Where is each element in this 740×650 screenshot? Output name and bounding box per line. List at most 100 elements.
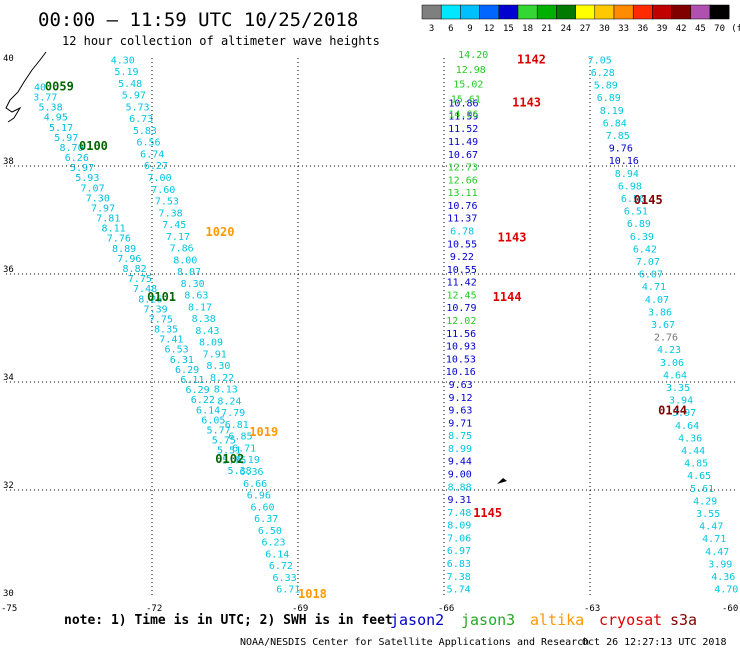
data-point: 6.73 — [129, 114, 153, 125]
colorbar-label: 36 — [637, 24, 648, 34]
data-point: 5.97 — [54, 133, 78, 144]
data-point: 7.48 — [133, 284, 157, 295]
time-label: 0059 — [45, 79, 74, 93]
data-point: 11.56 — [446, 329, 476, 340]
data-point: 8.09 — [199, 338, 223, 349]
data-point: 6.31 — [170, 355, 194, 366]
data-point: 5.74 — [447, 585, 471, 596]
data-point: 3.55 — [696, 509, 720, 520]
y-tick-label: 38 — [3, 157, 14, 167]
data-point: 7.60 — [151, 185, 175, 196]
data-point: 4.36 — [711, 572, 735, 583]
data-point: 6.22 — [191, 395, 215, 406]
colorbar-swatch — [652, 4, 672, 20]
data-point: 5.61 — [690, 484, 714, 495]
data-point: 7.41 — [159, 335, 183, 346]
data-point: 8.00 — [173, 255, 197, 266]
data-point: 7.17 — [166, 232, 190, 243]
time-label: 0101 — [147, 290, 176, 304]
data-point: 11.49 — [448, 137, 478, 148]
data-point: 6.74 — [140, 149, 164, 160]
data-point: 6.81 — [225, 420, 249, 431]
data-point: 6.89 — [597, 93, 621, 104]
data-point: 8.43 — [195, 326, 219, 337]
colorbar-unit: (ft) — [731, 24, 740, 34]
data-point: 8.94 — [615, 169, 639, 180]
data-point: 7.81 — [96, 214, 120, 225]
chart-title: 00:00 – 11:59 UTC 10/25/2018 — [38, 9, 358, 31]
legend-item-cryosat: cryosat — [599, 611, 662, 629]
data-point: 5.51 — [217, 446, 241, 457]
data-point: 9.31 — [447, 495, 471, 506]
data-point: 4.64 — [675, 421, 699, 432]
time-label: 1145 — [473, 506, 502, 520]
data-point: 6.29 — [175, 365, 199, 376]
data-point: 4.29 — [693, 496, 717, 507]
data-point: 4.65 — [687, 471, 711, 482]
data-point: 7.85 — [606, 131, 630, 142]
colorbar-label: 33 — [618, 24, 629, 34]
data-point: 7.39 — [144, 304, 168, 315]
data-point: 4.47 — [699, 522, 723, 533]
data-point: 7.75 — [149, 314, 173, 325]
data-point: 5.97 — [70, 163, 94, 174]
legend-item-s3a: s3a — [670, 611, 697, 629]
colorbar-label: 18 — [522, 24, 533, 34]
data-point: 6.83 — [447, 559, 471, 570]
colorbar-label: 3 — [429, 24, 434, 34]
x-tick-label: -75 — [1, 604, 17, 614]
time-label: 1143 — [512, 96, 541, 110]
data-point: 14.06 — [448, 109, 478, 120]
colorbar-label: 70 — [714, 24, 725, 34]
data-point: 6.36 — [239, 467, 263, 478]
data-point: 10.55 — [447, 239, 477, 250]
data-point: 8.22 — [210, 373, 234, 384]
data-point: 7.07 — [636, 257, 660, 268]
time-label: 1142 — [517, 52, 546, 66]
data-point: 8.17 — [188, 302, 212, 313]
data-point: 6.05 — [201, 415, 225, 426]
data-point: 6.19 — [236, 455, 260, 466]
legend-item-altika: altika — [530, 611, 584, 629]
data-point: 8.75 — [448, 431, 472, 442]
data-point: 7.91 — [203, 349, 227, 360]
data-point: 6.39 — [630, 232, 654, 243]
data-point: 12.45 — [446, 290, 476, 301]
data-point: 9.12 — [448, 393, 472, 404]
legend: jason2 jason3 altika cryosat s3a — [390, 611, 697, 629]
data-point: 8.63 — [184, 291, 208, 302]
colorbar-label: 15 — [503, 24, 514, 34]
footer-credit: NOAA/NESDIS Center for Satellite Applica… — [240, 637, 589, 648]
data-point: 8.26 — [138, 294, 162, 305]
colorbar-label: 24 — [561, 24, 572, 34]
data-point: 15.61 — [451, 95, 481, 106]
data-point: 4.36 — [678, 433, 702, 444]
data-point: 8.35 — [154, 325, 178, 336]
data-point: 4.71 — [702, 534, 726, 545]
x-tick-label: -69 — [292, 604, 308, 614]
data-point: 4.71 — [642, 282, 666, 293]
data-point: 5.48 — [118, 79, 142, 90]
colorbar-swatch — [709, 4, 730, 20]
data-point: 6.14 — [196, 405, 220, 416]
data-point: 5.38 — [228, 466, 252, 477]
colorbar-swatch — [498, 4, 519, 20]
data-point: 6.33 — [273, 573, 297, 584]
data-point: 4.85 — [684, 459, 708, 470]
data-point: 5.83 — [133, 126, 157, 137]
data-point: 10.16 — [609, 156, 639, 167]
data-point: 8.09 — [447, 521, 471, 532]
data-point: 6.37 — [254, 514, 278, 525]
data-point: 4.47 — [705, 547, 729, 558]
data-point: 4.07 — [645, 295, 669, 306]
time-label: 0144 — [658, 403, 687, 417]
time-label: 1018 — [298, 587, 327, 601]
data-point: 6.97 — [447, 546, 471, 557]
colorbar-label: 9 — [467, 24, 472, 34]
data-point: 5.93 — [75, 173, 99, 184]
data-point: 11.37 — [447, 214, 477, 225]
data-point: 3.99 — [708, 559, 732, 570]
data-point: 5.19 — [114, 67, 138, 78]
data-point: 7.53 — [155, 197, 179, 208]
